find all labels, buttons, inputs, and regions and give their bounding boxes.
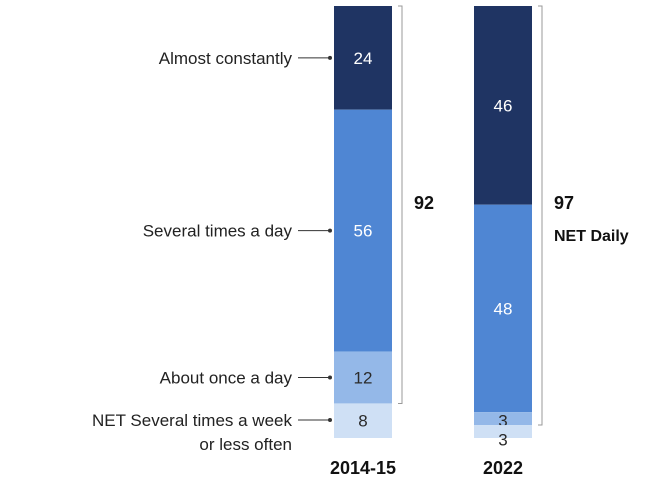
net-daily-value-2: 97: [554, 193, 574, 213]
bar-segment-2-4: [474, 425, 532, 438]
column-label-1: 2014-15: [330, 458, 396, 478]
bar-segment-2-3: [474, 412, 532, 426]
bar-segment-1-4: [334, 403, 392, 438]
category-label-3: About once a day: [160, 369, 293, 388]
bar-segment-1-3: [334, 351, 392, 404]
leader-dot-1: [328, 55, 332, 60]
bar-segment-1-1: [334, 6, 392, 110]
bar-segment-1-2: [334, 109, 392, 352]
category-label-2: Several times a day: [143, 222, 293, 241]
data-label-1-2: 56: [354, 222, 373, 241]
bar-segment-2-1: [474, 6, 532, 205]
net-bracket-1: [398, 5, 403, 404]
leader-dot-3: [328, 375, 332, 380]
data-label-2-4: 3: [498, 431, 507, 450]
data-label-1-4: 8: [358, 412, 367, 431]
net-daily-label-2: NET Daily: [554, 228, 629, 245]
leader-dot-4: [328, 418, 332, 422]
category-label-4-line-2: or less often: [199, 435, 292, 454]
bar-segment-2-2: [474, 204, 532, 413]
data-label-1-1: 24: [354, 49, 373, 68]
net-daily-value-1: 92: [414, 193, 434, 213]
category-label-1: Almost constantly: [159, 49, 293, 68]
category-label-4-line-1: NET Several times a week: [92, 411, 292, 430]
data-label-2-1: 46: [494, 96, 513, 115]
data-label-2-3: 3: [498, 412, 507, 431]
column-label-2: 2022: [483, 458, 523, 478]
data-label-2-2: 48: [494, 299, 513, 318]
net-bracket-2: [538, 5, 543, 426]
data-label-1-3: 12: [354, 369, 373, 388]
leader-dot-2: [328, 228, 332, 233]
